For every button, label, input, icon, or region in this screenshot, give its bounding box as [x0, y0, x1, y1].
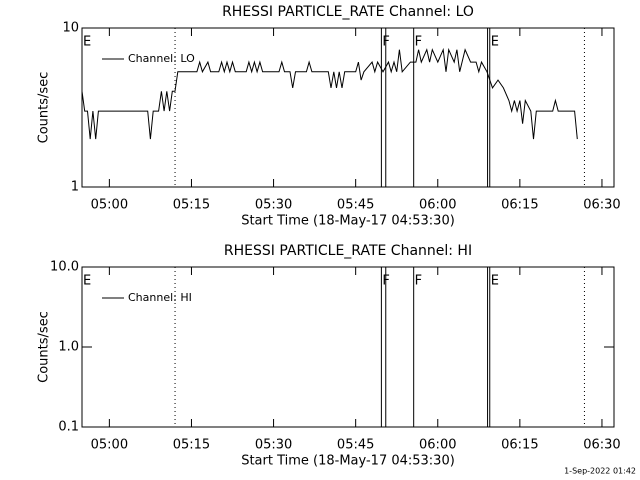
flag-label: E: [491, 274, 499, 289]
x-tick-label: 06:15: [501, 438, 538, 453]
x-tick-label: 06:15: [501, 198, 538, 213]
x-tick-label: 05:45: [337, 198, 374, 213]
footer: 1-Sep-2022 01:42: [564, 467, 636, 476]
x-tick-label: 06:30: [583, 438, 620, 453]
legend-label: Channel: HI: [128, 291, 192, 304]
x-tick-label: 05:15: [173, 198, 210, 213]
x-tick-label: 06:00: [419, 198, 456, 213]
x-tick-label: 05:30: [255, 198, 292, 213]
flag-label: E: [83, 35, 91, 50]
x-tick-label: 06:30: [583, 198, 620, 213]
flag-label: E: [83, 274, 91, 289]
x-axis-label: Start Time (18-May-17 04:53:30): [241, 214, 455, 229]
plot-frame: [81, 27, 615, 188]
x-axis-label: Start Time (18-May-17 04:53:30): [241, 454, 455, 469]
flag-label: F: [415, 274, 422, 289]
y-axis-label: Counts/sec: [37, 72, 52, 144]
y-tick-label: 10.0: [50, 260, 79, 275]
chart-title: RHESSI PARTICLE_RATE Channel: LO: [222, 4, 474, 20]
y-tick-label: 1: [71, 180, 79, 195]
x-tick-label: 05:30: [255, 438, 292, 453]
flag-label: F: [415, 35, 422, 50]
flag-label: E: [491, 35, 499, 50]
x-tick-label: 05:00: [91, 438, 128, 453]
x-tick-label: 05:00: [91, 198, 128, 213]
x-tick-label: 05:15: [173, 438, 210, 453]
y-axis-label: Counts/sec: [37, 311, 52, 383]
legend-label: Channel: LO: [128, 52, 195, 65]
y-tick-label: 0.1: [58, 420, 79, 435]
chart-title: RHESSI PARTICLE_RATE Channel: HI: [224, 243, 472, 259]
y-tick-label: 1.0: [58, 340, 79, 355]
y-tick-label: 10: [62, 21, 79, 36]
data-line: [81, 47, 578, 140]
x-tick-label: 05:45: [337, 438, 374, 453]
x-tick-label: 06:00: [419, 438, 456, 453]
